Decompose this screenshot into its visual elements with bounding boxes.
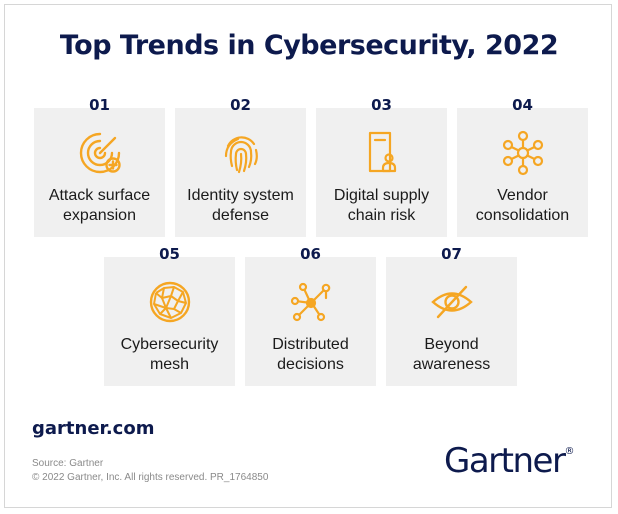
trend-label: Cybersecurity mesh (120, 336, 219, 373)
trend-card-05: 05 Cybersecurity mesh (104, 245, 235, 386)
fingerprint-icon (218, 130, 264, 176)
eye-slash-icon (429, 279, 475, 325)
distributed-nodes-icon (288, 279, 334, 325)
logo-registered-mark: ® (564, 446, 575, 457)
door-user-icon (359, 130, 405, 176)
trend-label: Digital supply chain risk (333, 187, 430, 224)
source-note: Source: Gartner (32, 458, 104, 469)
infographic-frame (4, 4, 612, 508)
mesh-globe-icon (147, 279, 193, 325)
page-title: Top Trends in Cybersecurity, 2022 (59, 30, 559, 61)
trend-number: 05 (159, 245, 180, 263)
trend-card-04: 04 Vendor consolidation (457, 96, 588, 237)
trend-label: Attack surface expansion (48, 187, 151, 224)
trend-number: 04 (512, 96, 533, 114)
trend-number: 01 (89, 96, 110, 114)
target-plus-icon (77, 130, 123, 176)
logo-text: Gartner (444, 441, 566, 481)
network-hub-icon (500, 130, 546, 176)
trend-label: Identity system defense (187, 187, 294, 224)
trend-card-03: 03 Digital supply chain risk (316, 96, 447, 237)
trend-card-02: 02 Identity system defense (175, 96, 306, 237)
trend-label: Distributed decisions (272, 336, 349, 373)
trend-card-07: 07 Beyond awareness (386, 245, 517, 386)
trend-label: Vendor consolidation (475, 187, 570, 224)
trend-card-06: 06 Distributed decisions (245, 245, 376, 386)
website-link[interactable]: gartner.com (32, 418, 155, 439)
trend-number: 02 (230, 96, 251, 114)
trend-number: 03 (371, 96, 392, 114)
trend-card-01: 01 Attack surface expansion (34, 96, 165, 237)
trend-number: 07 (441, 245, 462, 263)
trend-label: Beyond awareness (412, 336, 491, 373)
copyright-note: © 2022 Gartner, Inc. All rights reserved… (32, 472, 269, 483)
gartner-logo: Gartner® (444, 441, 574, 481)
trend-number: 06 (300, 245, 321, 263)
